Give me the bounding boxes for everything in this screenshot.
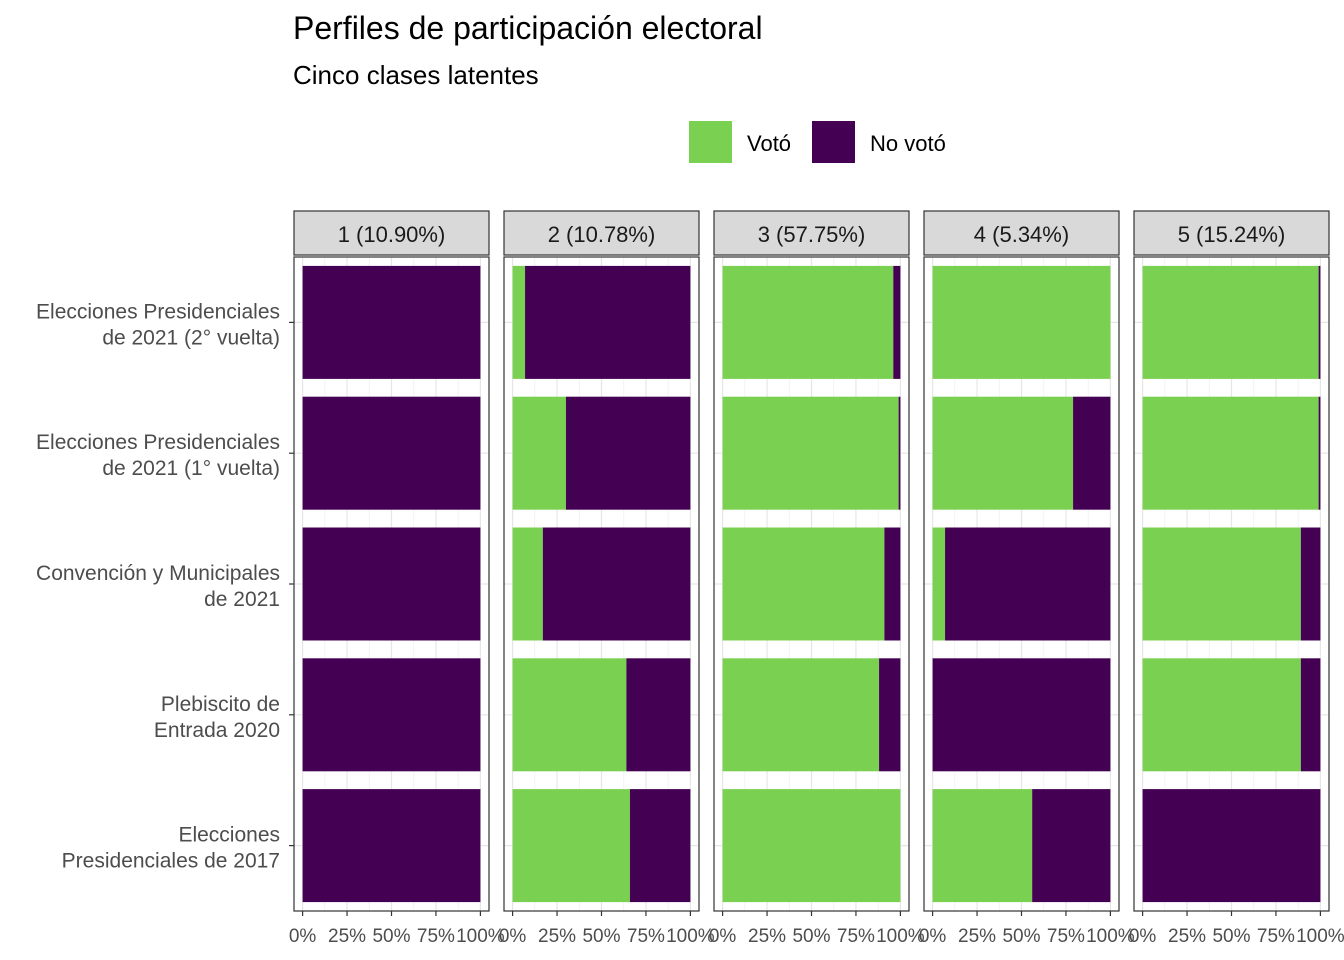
bar-voto bbox=[1142, 527, 1301, 641]
x-tick-label: 0% bbox=[709, 926, 737, 947]
facet-panels: 1 (10.90%)0% 25% 50% 75% 100%2 (10.78%)0% 25%… bbox=[289, 210, 1344, 947]
x-tick-label: 100% bbox=[456, 926, 505, 947]
bar-no-voto bbox=[1300, 658, 1321, 772]
bar-voto bbox=[722, 265, 894, 379]
facet-panel-2: 2 (10.78%) 0% 25% 50% 75% 100% bbox=[499, 210, 715, 947]
bar-voto bbox=[932, 527, 946, 641]
bar-voto bbox=[512, 527, 543, 641]
facet-panel-3: 3 (57.75%) 0% 25% 50% 75% 100% bbox=[709, 210, 925, 947]
bar-no-voto bbox=[1073, 396, 1111, 510]
x-tick-label: 75% bbox=[837, 926, 875, 947]
bar-no-voto bbox=[542, 527, 691, 641]
bar-no-voto bbox=[879, 658, 901, 772]
bar-no-voto bbox=[626, 658, 691, 772]
bar-voto bbox=[932, 265, 1111, 379]
facet-strip bbox=[1133, 210, 1330, 256]
x-tick-label: 50% bbox=[1002, 926, 1040, 947]
x-tick-label: 75% bbox=[1047, 926, 1085, 947]
bar-voto bbox=[1142, 265, 1319, 379]
x-tick-label: 75% bbox=[1257, 926, 1295, 947]
bar-no-voto bbox=[525, 265, 691, 379]
x-tick-label: 0% bbox=[919, 926, 947, 947]
x-tick-label: 50% bbox=[792, 926, 830, 947]
bar-voto bbox=[722, 789, 901, 903]
facet-strip-label: 4 (5.34%) bbox=[974, 222, 1069, 247]
facet-strip-label: 2 (10.78%) bbox=[548, 222, 656, 247]
chart-subtitle: Cinco clases latentes bbox=[293, 60, 539, 90]
x-tick-label: 25% bbox=[1168, 926, 1206, 947]
y-axis-label: Plebiscito de Entrada 2020 bbox=[154, 693, 280, 742]
legend-key-0 bbox=[689, 121, 732, 163]
bar-no-voto bbox=[302, 265, 481, 379]
facet-strip-label: 1 (10.90%) bbox=[338, 222, 446, 247]
x-tick-label: 0% bbox=[289, 926, 317, 947]
legend-label-0: Votó bbox=[747, 131, 791, 156]
facet-panel-5: 5 (15.24%) 0% 25% 50% 75% 100% bbox=[1129, 210, 1344, 947]
bar-voto bbox=[722, 396, 899, 510]
bar-no-voto bbox=[302, 396, 481, 510]
bar-no-voto bbox=[302, 658, 481, 772]
bar-no-voto bbox=[898, 396, 901, 510]
x-tick-label: 50% bbox=[1212, 926, 1250, 947]
y-axis-label: Convención y Municipales de 2021 bbox=[36, 562, 280, 611]
facet-strip bbox=[503, 210, 700, 256]
bar-voto bbox=[932, 789, 1033, 903]
bar-voto bbox=[512, 265, 526, 379]
x-tick-label: 100% bbox=[1086, 926, 1135, 947]
bar-voto bbox=[932, 396, 1074, 510]
facet-strip bbox=[713, 210, 910, 256]
y-axis-labels: Elecciones Presidenciales de 2021 (2° vue… bbox=[36, 300, 280, 872]
facet-strip bbox=[293, 210, 490, 256]
legend: Votó No votó bbox=[689, 121, 946, 163]
y-axis-label: Elecciones Presidenciales de 2021 (1° vue… bbox=[36, 431, 280, 480]
facet-panel-1: 1 (10.90%) 0% 25% 50% 75% 100% bbox=[289, 210, 505, 947]
x-tick-label: 0% bbox=[499, 926, 527, 947]
legend-label-1: No votó bbox=[870, 131, 946, 156]
x-tick-label: 100% bbox=[1296, 926, 1344, 947]
bar-no-voto bbox=[565, 396, 691, 510]
bar-voto bbox=[512, 396, 566, 510]
bar-voto bbox=[722, 658, 880, 772]
x-tick-label: 25% bbox=[748, 926, 786, 947]
x-tick-label: 25% bbox=[958, 926, 996, 947]
legend-key-1 bbox=[812, 121, 855, 163]
bar-no-voto bbox=[1300, 527, 1321, 641]
y-axis-label: Elecciones Presidenciales de 2017 bbox=[62, 824, 280, 873]
bar-no-voto bbox=[1032, 789, 1111, 903]
x-tick-label: 50% bbox=[582, 926, 620, 947]
bar-no-voto bbox=[932, 658, 1111, 772]
x-tick-label: 100% bbox=[666, 926, 715, 947]
x-tick-label: 100% bbox=[876, 926, 925, 947]
bar-no-voto bbox=[1318, 396, 1321, 510]
bar-no-voto bbox=[302, 527, 481, 641]
x-tick-label: 50% bbox=[372, 926, 410, 947]
x-tick-label: 75% bbox=[627, 926, 665, 947]
bar-no-voto bbox=[629, 789, 691, 903]
bar-voto bbox=[512, 658, 627, 772]
bar-voto bbox=[722, 527, 885, 641]
x-tick-label: 25% bbox=[328, 926, 366, 947]
x-tick-label: 75% bbox=[417, 926, 455, 947]
bar-no-voto bbox=[945, 527, 1111, 641]
bar-no-voto bbox=[302, 789, 481, 903]
facet-strip-label: 3 (57.75%) bbox=[758, 222, 866, 247]
chart-title: Perfiles de participación electoral bbox=[293, 10, 763, 46]
bar-voto bbox=[512, 789, 630, 903]
bar-no-voto bbox=[1318, 265, 1321, 379]
bar-voto bbox=[1142, 658, 1301, 772]
x-tick-label: 25% bbox=[538, 926, 576, 947]
bar-no-voto bbox=[884, 527, 901, 641]
bar-no-voto bbox=[893, 265, 901, 379]
bar-voto bbox=[1142, 396, 1319, 510]
facet-strip-label: 5 (15.24%) bbox=[1178, 222, 1286, 247]
facet-strip bbox=[923, 210, 1120, 256]
facet-panel-4: 4 (5.34%) 0% 25% 50% 75% 100% bbox=[919, 210, 1135, 947]
y-axis-label: Elecciones Presidenciales de 2021 (2° vue… bbox=[36, 300, 280, 349]
x-tick-label: 0% bbox=[1129, 926, 1157, 947]
bar-no-voto bbox=[1142, 789, 1321, 903]
